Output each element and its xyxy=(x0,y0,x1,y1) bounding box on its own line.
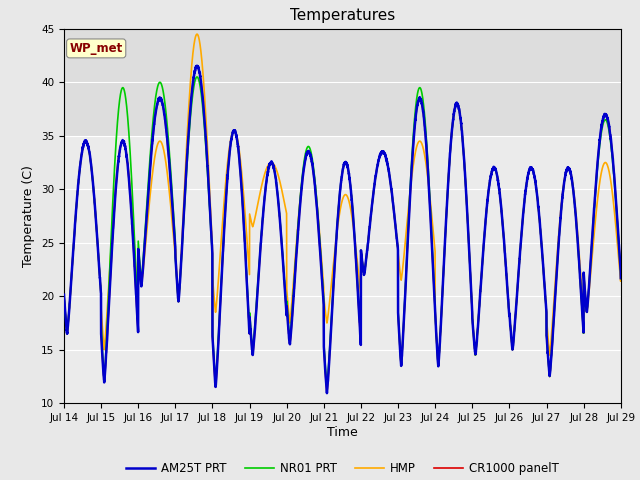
HMP xyxy=(193,31,201,37)
HMP xyxy=(446,149,454,155)
NR01 PRT xyxy=(127,168,135,173)
CR1000 panelT xyxy=(446,149,454,155)
Bar xyxy=(64,29,621,136)
AM25T PRT xyxy=(323,390,331,396)
Line: HMP: HMP xyxy=(64,34,621,366)
Legend: AM25T PRT, NR01 PRT, HMP, CR1000 panelT: AM25T PRT, NR01 PRT, HMP, CR1000 panelT xyxy=(121,457,564,480)
AM25T PRT xyxy=(491,166,499,171)
CR1000 panelT xyxy=(323,390,331,396)
Text: WP_met: WP_met xyxy=(70,42,123,55)
Line: AM25T PRT: AM25T PRT xyxy=(64,66,621,393)
NR01 PRT xyxy=(491,165,499,171)
CR1000 panelT xyxy=(247,334,255,339)
CR1000 panelT xyxy=(60,293,68,299)
NR01 PRT xyxy=(60,293,68,299)
AM25T PRT xyxy=(247,334,255,339)
CR1000 panelT xyxy=(329,294,337,300)
AM25T PRT xyxy=(60,292,68,298)
Line: CR1000 panelT: CR1000 panelT xyxy=(64,66,621,393)
HMP xyxy=(435,363,442,369)
CR1000 panelT xyxy=(193,63,201,69)
CR1000 panelT xyxy=(119,138,127,144)
Title: Temperatures: Temperatures xyxy=(290,9,395,24)
CR1000 panelT xyxy=(617,276,625,281)
HMP xyxy=(127,197,135,203)
AM25T PRT xyxy=(446,150,454,156)
AM25T PRT xyxy=(127,206,135,212)
HMP xyxy=(617,276,625,281)
AM25T PRT xyxy=(329,294,337,300)
AM25T PRT xyxy=(119,138,127,144)
HMP xyxy=(119,138,127,144)
CR1000 panelT xyxy=(491,165,499,171)
CR1000 panelT xyxy=(127,206,135,212)
NR01 PRT xyxy=(247,329,255,335)
NR01 PRT xyxy=(617,276,625,281)
NR01 PRT xyxy=(119,85,127,91)
NR01 PRT xyxy=(323,384,331,390)
NR01 PRT xyxy=(446,149,454,155)
NR01 PRT xyxy=(329,291,337,297)
AM25T PRT xyxy=(193,63,201,69)
HMP xyxy=(491,165,499,171)
X-axis label: Time: Time xyxy=(327,426,358,439)
HMP xyxy=(247,218,255,224)
Y-axis label: Temperature (C): Temperature (C) xyxy=(22,165,35,267)
HMP xyxy=(60,293,68,299)
AM25T PRT xyxy=(617,275,625,281)
Line: NR01 PRT: NR01 PRT xyxy=(64,77,621,387)
NR01 PRT xyxy=(193,74,201,80)
HMP xyxy=(329,268,337,274)
